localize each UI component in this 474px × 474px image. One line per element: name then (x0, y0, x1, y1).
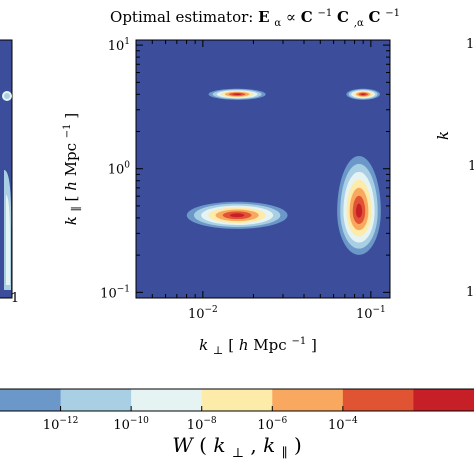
colorbar-tick-label: 10−8 (187, 416, 217, 433)
contour-blob-upper-right-level-7 (360, 93, 366, 96)
right-panel-ylabel-fragment: k (434, 131, 452, 140)
chart-title: Optimal estimator: E α ∝ C −1 C ,α C −1 (110, 2, 400, 30)
colorbar-tick-label: 10−6 (257, 416, 287, 433)
colorbar-segment-3 (131, 389, 203, 411)
contour-blob-lower-right-level-7 (355, 203, 363, 218)
right-panel-tick-top: 1 (466, 37, 474, 52)
heatmap-plot (136, 40, 390, 298)
colorbar-tick-label: 10−4 (328, 416, 358, 433)
x-tick-label: 10−2 (188, 305, 218, 322)
left-panel-fragment: −1 (0, 39, 19, 306)
colorbar-ticks: 10−12 10−10 10−8 10−6 10−4 (43, 406, 358, 433)
colorbar-segment-5 (272, 389, 344, 411)
left-panel-tick-fragment: −1 (0, 291, 19, 306)
right-panel-fragment: 1 1 1 k (434, 37, 474, 300)
colorbar-tick-label: 10−10 (113, 416, 149, 433)
y-axis-label: k ∥ [ h Mpc −1 ] (56, 113, 84, 225)
contour-blob-upper-left-level-7 (233, 93, 242, 96)
colorbar-segment-1 (0, 389, 62, 411)
y-axis: 10−1 100 101 (100, 37, 390, 301)
y-tick-label: 101 (108, 37, 130, 54)
left-panel-blob-top-inner (4, 93, 10, 99)
right-panel-tick-bottom: 1 (466, 285, 474, 300)
colorbar-frame (0, 388, 474, 412)
colorbar-segment-4 (201, 389, 273, 411)
left-panel-blob-bottom-inner (6, 195, 10, 285)
x-tick-label: 10−1 (356, 305, 386, 322)
right-panel-tick-mid: 1 (468, 159, 474, 174)
colorbar-tick-label: 10−12 (43, 416, 79, 433)
colorbar-label: W ( k ⊥ , k ∥ ) (172, 433, 302, 462)
colorbar-segment-7 (413, 389, 474, 411)
x-axis-label: k ⊥ [ h Mpc −1 ] (199, 330, 317, 358)
colorbar-segment-6 (342, 389, 414, 411)
colorbar (0, 388, 474, 412)
x-axis: 10−2 10−1 (135, 40, 386, 322)
colorbar-segment-2 (60, 389, 132, 411)
y-tick-label: 100 (108, 161, 131, 178)
contour-blob-lower-left-level-7 (229, 213, 245, 218)
y-tick-label: 10−1 (100, 284, 130, 301)
